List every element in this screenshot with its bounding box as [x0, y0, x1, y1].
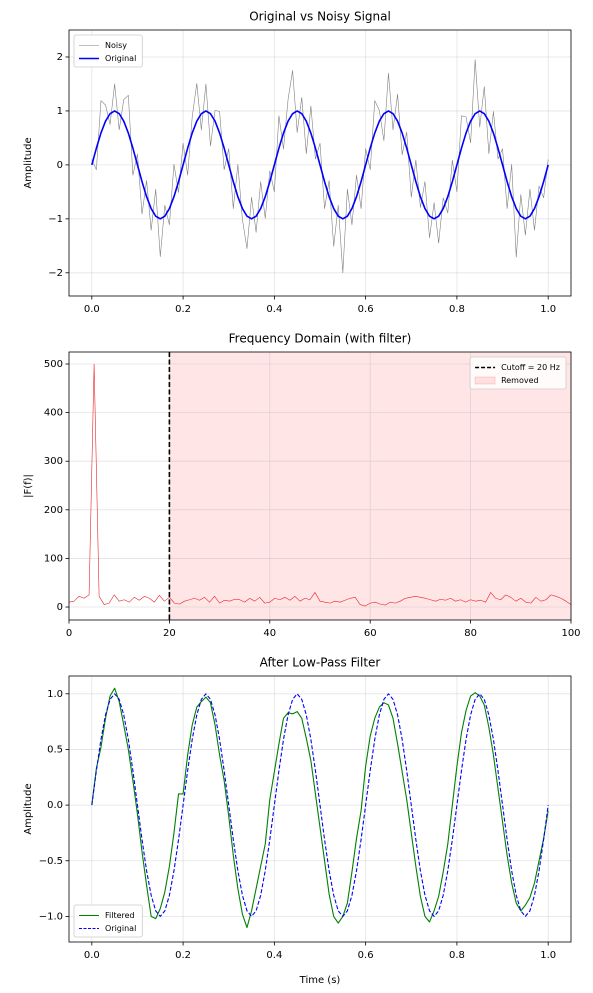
- legend-label: Cutoff = 20 Hz: [501, 363, 560, 372]
- y-tick-label: 1: [57, 106, 63, 117]
- y-tick-label: −2: [48, 268, 63, 279]
- series-line: [91, 110, 549, 220]
- y-tick-label: 0: [57, 160, 63, 171]
- legend-box: [73, 904, 143, 938]
- x-tick-label: 20: [163, 628, 176, 639]
- y-tick-label: 100: [44, 553, 63, 564]
- x-tick-label: 1.0: [540, 304, 556, 315]
- x-tick-label: 80: [464, 628, 477, 639]
- x-tick-label: 0: [66, 628, 72, 639]
- x-tick-label: 0.6: [358, 950, 374, 961]
- x-tick-label: 0.4: [266, 950, 282, 961]
- y-axis-label: |F(f)|: [23, 474, 34, 498]
- legend: Cutoff = 20 Hz Removed: [469, 356, 567, 390]
- plot-frame: [68, 29, 572, 297]
- y-tick-label: 0.5: [47, 744, 63, 755]
- legend: Filtered Original: [73, 904, 143, 938]
- y-axis-label: Amplitude: [23, 137, 34, 188]
- x-tick-label: 0.0: [84, 304, 100, 315]
- legend-label: Original: [105, 924, 136, 933]
- y-tick-label: −1.0: [39, 911, 63, 922]
- x-tick-label: 100: [561, 628, 580, 639]
- x-tick-label: 0.4: [266, 304, 282, 315]
- series-line: [91, 59, 549, 274]
- x-tick-label: 60: [364, 628, 377, 639]
- y-tick-label: 1.0: [47, 689, 63, 700]
- legend-swatch: [474, 376, 496, 385]
- x-tick-label: 0.8: [449, 950, 465, 961]
- plot-frame: [68, 351, 572, 621]
- legend-label: Filtered: [105, 911, 135, 920]
- x-axis-label: Time (s): [299, 975, 341, 986]
- x-tick-label: 0.8: [449, 304, 465, 315]
- x-tick-label: 1.0: [540, 950, 556, 961]
- y-tick-label: 400: [44, 408, 63, 419]
- series-line: [91, 687, 549, 929]
- y-tick-label: −0.5: [39, 856, 63, 867]
- chart-title: Original vs Noisy Signal: [249, 10, 391, 24]
- legend-label: Noisy: [105, 41, 127, 50]
- x-tick-label: 0.2: [175, 950, 191, 961]
- chart-title: Frequency Domain (with filter): [229, 332, 412, 346]
- y-axis-label: Amplitude: [23, 783, 34, 834]
- chart-title: After Low-Pass Filter: [260, 656, 381, 670]
- removed-region: [169, 352, 571, 620]
- x-tick-label: 0.6: [358, 304, 374, 315]
- legend-label: Removed: [501, 376, 539, 385]
- plot-frame: [68, 675, 572, 943]
- y-tick-label: 0: [57, 602, 63, 613]
- x-tick-label: 40: [263, 628, 276, 639]
- y-tick-label: 500: [44, 359, 63, 370]
- y-tick-label: 300: [44, 456, 63, 467]
- legend: Noisy Original: [73, 34, 143, 68]
- y-tick-label: 0.0: [47, 800, 63, 811]
- series-line: [91, 693, 549, 917]
- legend-box: [469, 356, 567, 390]
- legend-label: Original: [105, 54, 136, 63]
- x-tick-label: 0.2: [175, 304, 191, 315]
- series-line: [68, 363, 572, 607]
- y-tick-label: 200: [44, 505, 63, 516]
- y-tick-label: 2: [57, 52, 63, 63]
- x-tick-label: 0.0: [84, 950, 100, 961]
- y-tick-label: −1: [48, 214, 63, 225]
